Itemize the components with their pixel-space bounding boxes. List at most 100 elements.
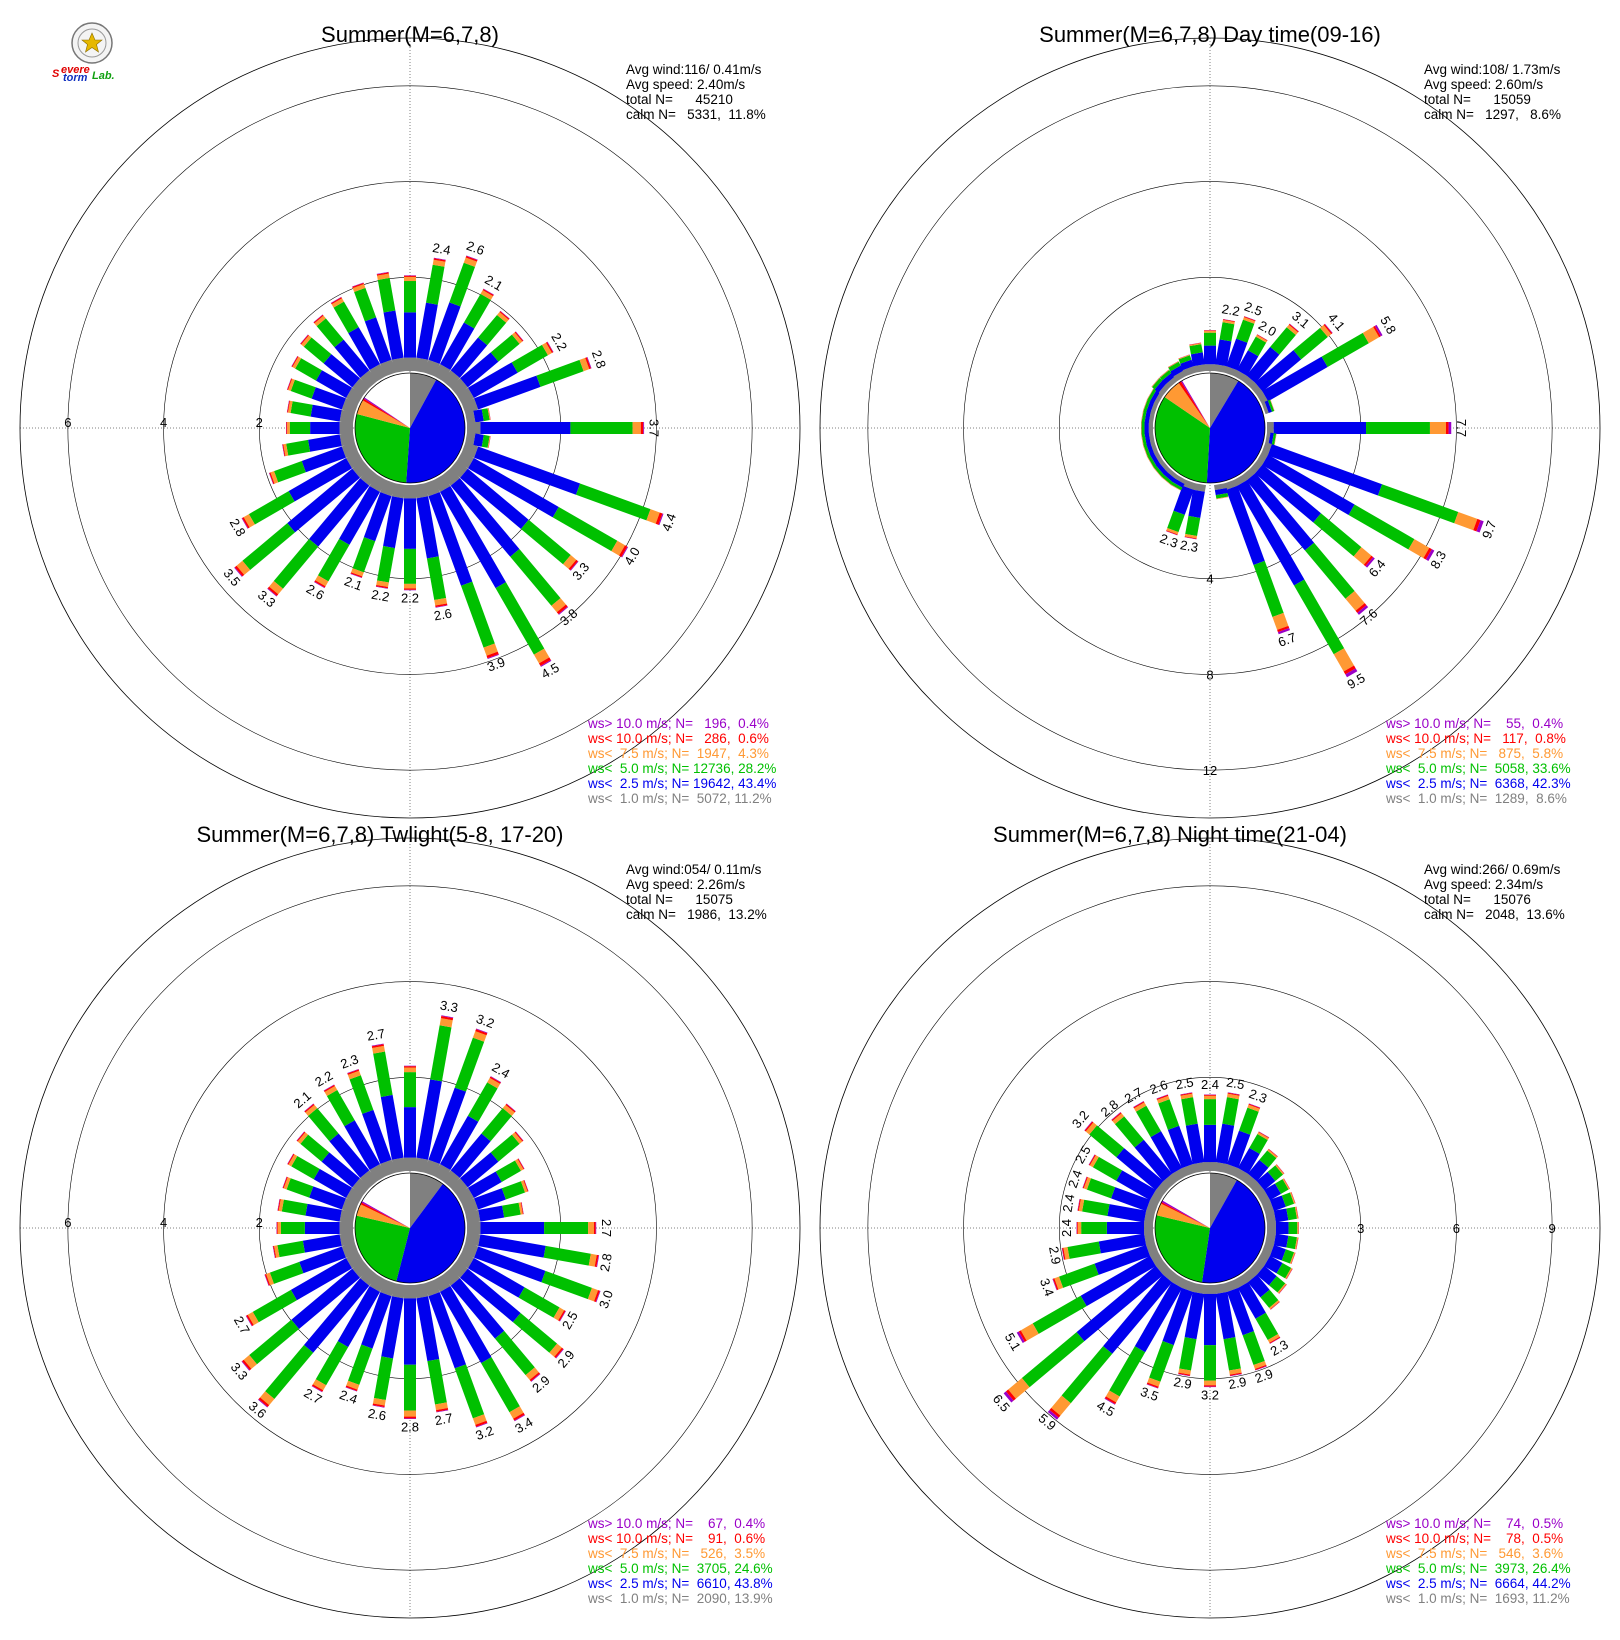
bar-segment-lt1	[1249, 382, 1263, 396]
bar-segment-lt2_5	[474, 1246, 546, 1283]
bar-segment-lt7_5	[563, 555, 577, 569]
bar-segment-lt10	[486, 651, 499, 659]
bar-segment-lt10	[287, 1153, 295, 1165]
bar-value-label: 3.5	[1139, 1384, 1161, 1404]
bar-segment-lt5	[1159, 369, 1172, 381]
bar-segment-lt5	[511, 344, 548, 373]
bar-segment-gt10	[1047, 1409, 1059, 1420]
bar-segment-lt7_5	[377, 273, 390, 280]
bar-segment-lt5	[1249, 1133, 1268, 1154]
bar-segment-gt10	[1476, 520, 1484, 533]
bar-segment-gt10	[540, 659, 552, 667]
bar-segment-lt10	[345, 1385, 358, 1392]
bar-segment-lt2_5	[339, 485, 380, 545]
bar-segment-lt7_5	[611, 540, 626, 556]
bar-segment-lt2_5	[1134, 1139, 1173, 1182]
bar-segment-lt5	[333, 301, 359, 334]
bar-segment-lt7_5	[243, 1355, 257, 1369]
bar-segment-lt7_5	[514, 1158, 524, 1171]
pie-slice-lt2_5	[396, 1183, 466, 1283]
bar-value-label: 2.5	[1174, 1074, 1194, 1092]
bar-segment-lt1	[1223, 366, 1238, 377]
bar-segment-lt5	[576, 483, 651, 521]
bar-segment-lt1	[352, 378, 371, 396]
stat-line: calm N= 2048, 13.6%	[1424, 907, 1565, 922]
bar-segment-lt2_5	[1236, 350, 1259, 376]
logo-severe: evere	[61, 64, 90, 76]
bar-value-label: 2.2	[370, 587, 390, 605]
bar-segment-lt5	[249, 1319, 300, 1365]
bar-segment-lt1	[1261, 401, 1269, 415]
bar-segment-lt5	[317, 538, 350, 582]
bar-segment-lt10	[1423, 547, 1432, 560]
bar-segment-lt5	[1061, 1346, 1113, 1404]
bar-segment-lt2_5	[1215, 1291, 1236, 1340]
bar-segment-lt10	[1133, 1101, 1145, 1109]
bar-segment-lt2_5	[450, 1278, 505, 1339]
bar-segment-lt2_5	[1134, 1282, 1183, 1353]
bar-segment-lt7_5	[588, 1253, 597, 1267]
bar-segment-lt5	[1021, 1332, 1085, 1388]
bar-segment-lt2_5	[383, 496, 404, 549]
bar-segment-lt2_5	[1162, 372, 1175, 385]
legend-entry: ws< 1.0 m/s; N= 5072, 11.2%	[587, 791, 772, 806]
bar-segment-lt2_5	[467, 458, 559, 518]
bar-segment-lt10	[538, 657, 551, 666]
bar-segment-lt1	[433, 1274, 451, 1292]
bar-segment-lt5	[1109, 1346, 1146, 1397]
bar-segment-lt5	[1377, 484, 1459, 524]
bar-segment-lt1	[1242, 467, 1256, 481]
pie-slice-gt10	[363, 397, 410, 428]
tick-label: 4	[160, 1215, 167, 1230]
bar-segment-lt1	[1249, 1260, 1265, 1275]
bar-segment-lt7_5	[1275, 1164, 1285, 1175]
bar-segment-lt1	[456, 1187, 474, 1205]
bar-segment-lt5	[1114, 1116, 1144, 1148]
bar-value-label: 2.4	[1059, 1219, 1074, 1237]
legend-entry: ws< 10.0 m/s; N= 286, 0.6%	[587, 731, 769, 746]
bar-segment-lt10	[499, 311, 510, 320]
bar-segment-lt2_5	[416, 302, 438, 360]
bar-value-label: 3.9	[485, 654, 507, 674]
bar-segment-lt5	[1270, 327, 1296, 355]
bar-segment-lt5	[454, 1037, 485, 1092]
bar-segment-lt5	[295, 358, 322, 381]
bar-segment-lt1	[391, 1283, 407, 1299]
pie-slice-lt1	[410, 373, 437, 428]
logo-s: S	[52, 68, 60, 80]
bar-segment-lt1	[1144, 1231, 1155, 1246]
bar-segment-lt7_5	[472, 1031, 487, 1042]
bar-segment-lt2_5	[380, 1094, 404, 1160]
bar-segment-lt7_5	[1255, 334, 1268, 343]
bar-segment-lt5	[541, 1270, 592, 1300]
bar-segment-lt7_5	[1083, 1177, 1091, 1190]
bar-segment-lt2_5	[1273, 1208, 1289, 1223]
bar-segment-lt5	[1219, 322, 1235, 342]
bar-segment-lt2_5	[440, 1285, 492, 1364]
bar-segment-lt7_5	[439, 1018, 453, 1028]
bar-segment-lt2_5	[308, 434, 342, 452]
bar-segment-lt5	[1348, 504, 1415, 550]
bar-segment-lt2_5	[450, 478, 520, 557]
bar-segment-lt5	[290, 379, 316, 399]
bar-segment-lt2_5	[473, 409, 484, 423]
bar-segment-lt7_5	[288, 378, 295, 391]
bar-segment-lt5	[1185, 515, 1201, 537]
bar-segment-lt5	[1267, 399, 1275, 412]
bar-segment-lt7_5	[502, 1104, 515, 1116]
legend-entry: ws< 1.0 m/s; N= 1289, 8.6%	[1385, 791, 1567, 806]
bar-segment-lt7_5	[1362, 326, 1380, 344]
bar-segment-lt1	[1256, 390, 1269, 405]
bar-segment-lt2_5	[1269, 1244, 1286, 1261]
bar-segment-lt7_5	[480, 290, 494, 300]
bar-segment-lt1	[423, 479, 440, 497]
bar-segment-lt5	[316, 318, 344, 348]
bar-segment-lt2_5	[1236, 480, 1305, 586]
bar-segment-lt2_5	[1150, 1131, 1183, 1174]
bar-segment-lt5	[352, 537, 376, 573]
tick-label: 2	[256, 415, 263, 430]
bar-segment-lt1	[1193, 483, 1207, 492]
bar-value-label: 2.4	[431, 240, 451, 258]
bar-segment-lt5	[290, 401, 313, 417]
